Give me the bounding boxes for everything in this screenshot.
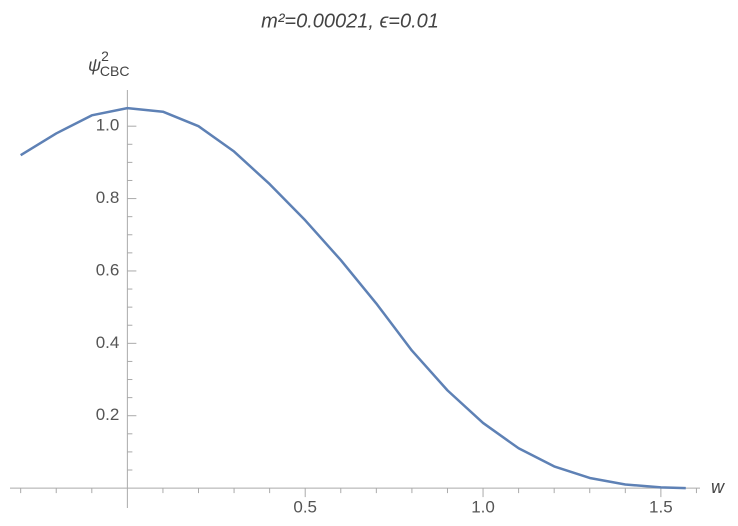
x-tick-label: 1.5 [649,498,673,517]
y-tick-label: 0.2 [96,405,120,424]
chart-title: m²=0.00021, ϵ=0.01 [261,10,439,32]
x-tick-label: 1.0 [471,498,495,517]
y-label-sup: 2 [101,48,109,64]
x-axis-label: w [711,477,725,497]
line-series [20,106,686,490]
y-tick-label: 0.4 [96,333,120,352]
y-axis-label: ψ2 CBC [88,48,129,79]
x-tick-label: 0.5 [293,498,317,517]
y-tick-label: 1.0 [96,116,120,135]
y-tick-label: 0.8 [96,188,120,207]
y-label-base: ψ [88,55,101,75]
y-label-sub: CBC [100,63,130,79]
y-tick-label: 0.6 [96,260,120,279]
